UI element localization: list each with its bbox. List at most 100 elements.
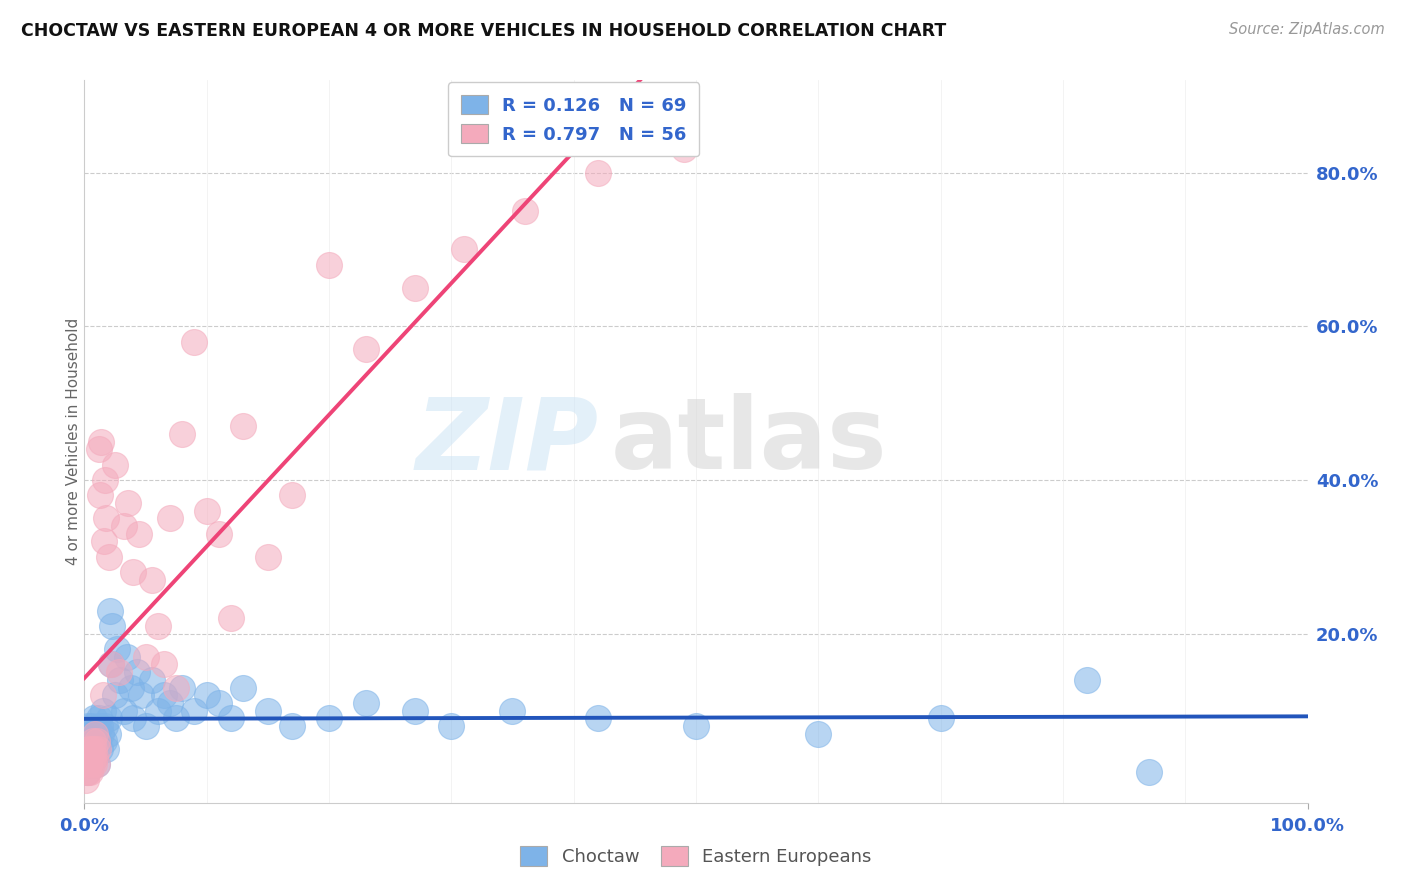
Point [115, 649, 138, 664]
Point [86, 757, 108, 772]
Point [94, 473, 117, 487]
Point [97, 711, 120, 725]
Point [79, 749, 101, 764]
Point [404, 281, 426, 295]
Point [86, 734, 108, 748]
Point [86, 726, 108, 740]
Point [586, 165, 609, 179]
Point [354, 696, 377, 710]
Point [98, 604, 121, 618]
Point [96, 511, 118, 525]
Point [117, 496, 139, 510]
Point [77, 742, 100, 756]
Point [86, 757, 108, 772]
Text: atlas: atlas [610, 393, 887, 490]
Point [90, 726, 112, 740]
Point [76, 765, 98, 780]
Point [82, 734, 104, 748]
Point [80, 719, 103, 733]
Point [159, 696, 181, 710]
Point [104, 458, 127, 472]
Point [122, 711, 145, 725]
Point [97, 549, 120, 564]
Point [195, 688, 218, 702]
Point [146, 619, 169, 633]
Point [685, 719, 707, 733]
Point [82, 749, 104, 764]
Point [122, 565, 145, 579]
Point [90, 434, 112, 449]
Point [77, 742, 100, 756]
Point [83, 742, 105, 756]
Point [77, 757, 100, 772]
Point [195, 504, 218, 518]
Point [82, 749, 104, 764]
Point [80, 742, 103, 756]
Point [89, 719, 111, 733]
Point [84, 726, 107, 740]
Point [80, 757, 103, 772]
Point [100, 657, 122, 672]
Point [83, 757, 105, 772]
Point [453, 243, 475, 257]
Point [89, 488, 111, 502]
Point [165, 711, 187, 725]
Point [77, 749, 100, 764]
Point [129, 688, 152, 702]
Point [94, 719, 117, 733]
Point [101, 619, 124, 633]
Point [91, 704, 114, 718]
Point [100, 657, 122, 672]
Point [153, 688, 176, 702]
Text: Source: ZipAtlas.com: Source: ZipAtlas.com [1229, 22, 1385, 37]
Point [232, 419, 254, 434]
Point [79, 765, 101, 780]
Point [318, 258, 340, 272]
Point [404, 704, 426, 718]
Point [91, 688, 114, 702]
Point [172, 426, 194, 441]
Point [318, 711, 340, 725]
Point [208, 696, 231, 710]
Point [807, 726, 830, 740]
Point [77, 749, 100, 764]
Point [128, 526, 150, 541]
Legend: Choctaw, Eastern Europeans: Choctaw, Eastern Europeans [513, 838, 879, 873]
Point [82, 726, 104, 740]
Point [75, 749, 97, 764]
Point [112, 519, 135, 533]
Point [89, 742, 111, 756]
Point [97, 726, 120, 740]
Point [1137, 765, 1160, 780]
Point [83, 742, 105, 756]
Point [232, 681, 254, 695]
Point [87, 742, 110, 756]
Point [77, 726, 100, 740]
Point [77, 719, 100, 733]
Point [172, 681, 194, 695]
Point [84, 734, 107, 748]
Point [107, 665, 129, 680]
Point [141, 573, 163, 587]
Point [79, 757, 101, 772]
Point [219, 611, 242, 625]
Text: CHOCTAW VS EASTERN EUROPEAN 4 OR MORE VEHICLES IN HOUSEHOLD CORRELATION CHART: CHOCTAW VS EASTERN EUROPEAN 4 OR MORE VE… [21, 22, 946, 40]
Point [84, 749, 107, 764]
Point [1076, 673, 1098, 687]
Point [96, 742, 118, 756]
Point [93, 734, 115, 748]
Point [440, 719, 463, 733]
Point [502, 704, 524, 718]
Point [159, 511, 181, 525]
Point [76, 757, 98, 772]
Point [672, 143, 695, 157]
Point [84, 749, 107, 764]
Point [586, 711, 609, 725]
Point [93, 534, 115, 549]
Point [354, 343, 377, 357]
Point [146, 704, 169, 718]
Point [281, 719, 304, 733]
Point [76, 765, 98, 780]
Point [281, 488, 304, 502]
Point [112, 704, 135, 718]
